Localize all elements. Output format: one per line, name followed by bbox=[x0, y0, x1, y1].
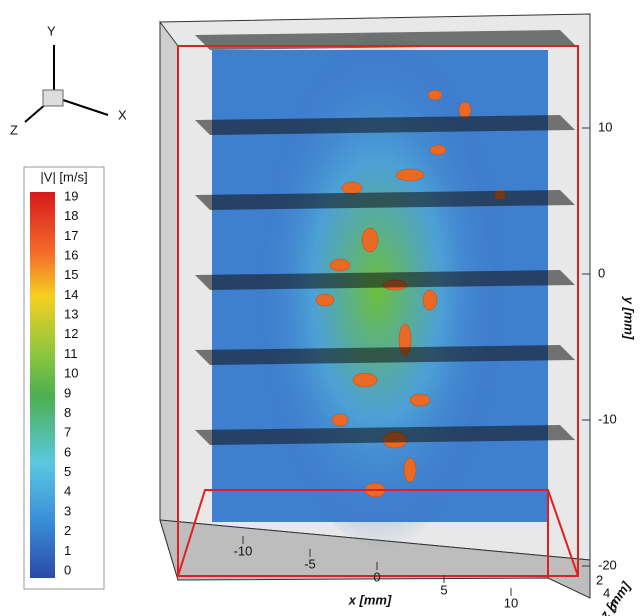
axis-x-letter: X bbox=[118, 107, 127, 122]
colorbar-label: 16 bbox=[64, 247, 78, 262]
x-tick-label: 5 bbox=[440, 582, 447, 597]
y-axis-label: y [mm] bbox=[622, 296, 637, 340]
y-tick-label: -20 bbox=[598, 557, 617, 572]
orientation-axes bbox=[24, 45, 109, 123]
x-tick-label: 10 bbox=[504, 595, 518, 610]
axis-y-letter: Y bbox=[47, 23, 56, 38]
x-tick-label: 0 bbox=[373, 569, 380, 584]
colorbar-label: 17 bbox=[64, 228, 78, 243]
x-tick-label: -10 bbox=[234, 543, 253, 558]
z-tick-label: 6 bbox=[610, 598, 617, 613]
colorbar-label: 4 bbox=[64, 484, 71, 499]
colorbar bbox=[30, 192, 55, 578]
colorbar-label: 7 bbox=[64, 425, 71, 440]
colorbar-label: 5 bbox=[64, 464, 71, 479]
colorbar-label: 14 bbox=[64, 287, 78, 302]
x-tick-label: -5 bbox=[304, 556, 316, 571]
z-tick-label: 2 bbox=[596, 572, 603, 587]
colorbar-title: |V| [m/s] bbox=[40, 169, 87, 184]
jet-core bbox=[260, 30, 520, 550]
colorbar-label: 2 bbox=[64, 523, 71, 538]
y-tick-label: 10 bbox=[598, 119, 612, 134]
y-tick-label: 0 bbox=[598, 265, 605, 280]
colorbar-label: 13 bbox=[64, 307, 78, 322]
colorbar-label: 19 bbox=[64, 188, 78, 203]
colorbar-label: 8 bbox=[64, 405, 71, 420]
colorbar-label: 0 bbox=[64, 562, 71, 577]
x-axis-label: x [mm] bbox=[348, 592, 392, 607]
colorbar-label: 18 bbox=[64, 208, 78, 223]
colorbar-label: 15 bbox=[64, 267, 78, 282]
colorbar-label: 11 bbox=[64, 346, 78, 361]
colorbar-label: 1 bbox=[64, 543, 71, 558]
red-frame bbox=[177, 45, 579, 578]
y-tick-label: -10 bbox=[598, 411, 617, 426]
colorbar-label: 10 bbox=[64, 366, 78, 381]
z-tick-label: 4 bbox=[603, 585, 610, 600]
colorbar-label: 12 bbox=[64, 326, 78, 341]
colorbar-label: 3 bbox=[64, 503, 71, 518]
colorbar-label: 6 bbox=[64, 444, 71, 459]
colorbar-label: 9 bbox=[64, 385, 71, 400]
axis-z-letter: Z bbox=[10, 122, 18, 137]
